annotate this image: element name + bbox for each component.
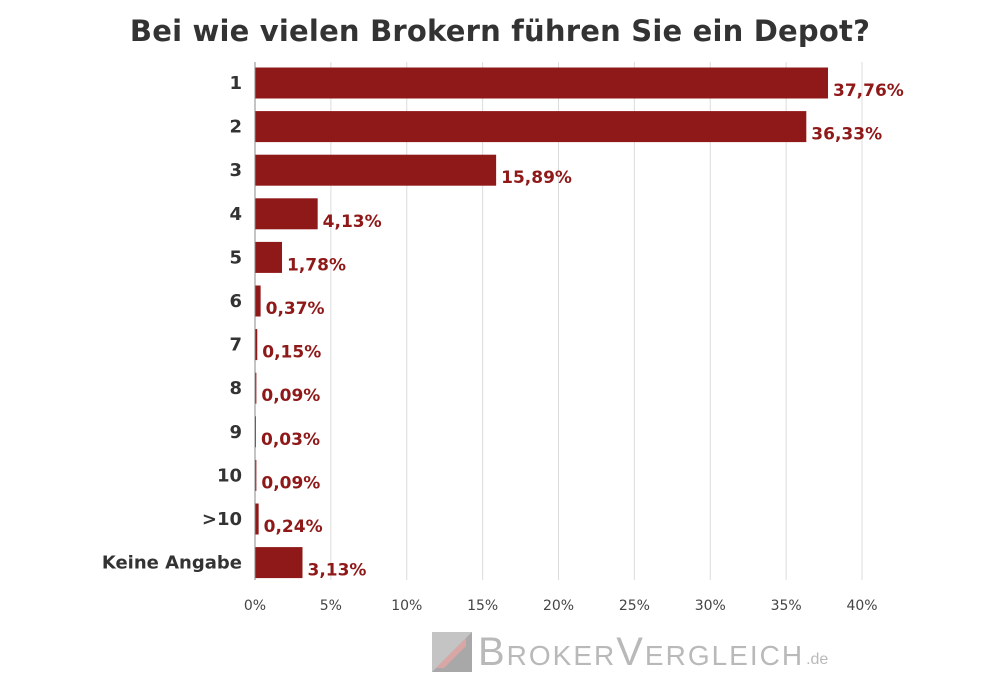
- value-label: 0,37%: [266, 299, 325, 319]
- bar: [255, 111, 807, 143]
- brand-tld: .de: [806, 651, 829, 668]
- category-label: 7: [229, 335, 242, 356]
- x-tick-labels: 0% 5% 10% 15% 20% 25% 30% 35% 40%: [244, 598, 878, 614]
- bar: [255, 67, 829, 99]
- category-label: 1: [229, 73, 242, 94]
- category-label: 6: [229, 291, 242, 312]
- value-label: 4,13%: [323, 212, 382, 232]
- bar: [255, 285, 261, 317]
- x-tick-label: 15%: [467, 598, 498, 614]
- x-tick-label: 30%: [695, 598, 726, 614]
- bar: [255, 503, 259, 535]
- value-label: 1,78%: [287, 255, 346, 275]
- value-label: 37,76%: [833, 81, 904, 101]
- bars: [255, 67, 829, 579]
- category-label: 9: [229, 422, 242, 443]
- value-label: 0,09%: [261, 386, 320, 406]
- category-label: 4: [229, 204, 242, 225]
- category-label: Keine Angabe: [102, 553, 242, 574]
- brand-name: BrokerVergleich: [478, 630, 805, 674]
- x-tick-label: 25%: [619, 598, 650, 614]
- bar: [255, 198, 318, 230]
- bar: [255, 459, 257, 491]
- bar: [255, 241, 283, 273]
- grid-lines: [330, 62, 863, 580]
- chart-title: Bei wie vielen Brokern führen Sie ein De…: [129, 14, 871, 48]
- value-label: 36,33%: [811, 125, 882, 145]
- category-label: 8: [229, 378, 242, 399]
- category-label: 10: [217, 465, 242, 486]
- bar: [255, 372, 257, 404]
- value-label: 15,89%: [501, 168, 572, 188]
- value-label: 3,13%: [307, 561, 366, 581]
- brand-watermark: BrokerVergleich .de: [432, 626, 828, 672]
- category-label: 2: [229, 117, 242, 138]
- category-label: 5: [229, 247, 242, 268]
- value-label: 0,09%: [261, 473, 320, 493]
- bar: [255, 329, 258, 361]
- category-label: >10: [202, 509, 242, 530]
- x-tick-label: 35%: [771, 598, 802, 614]
- brokervergleich-logo-icon: [432, 632, 472, 672]
- value-label: 0,03%: [261, 430, 320, 450]
- value-label: 0,15%: [262, 343, 321, 363]
- value-labels: 37,76% 36,33% 15,89% 4,13% 1,78% 0,37% 0,15% 0,…: [261, 81, 904, 581]
- bar: [255, 547, 303, 579]
- value-label: 0,24%: [264, 517, 323, 537]
- x-tick-label: 0%: [244, 598, 266, 614]
- x-tick-label: 5%: [320, 598, 342, 614]
- x-tick-label: 40%: [846, 598, 877, 614]
- x-tick-label: 10%: [391, 598, 422, 614]
- x-tick-label: 20%: [543, 598, 574, 614]
- bar: [255, 154, 497, 186]
- category-labels: 1 2 3 4 5 6 7 8 9 10 >10 Keine Angabe: [102, 73, 242, 574]
- category-label: 3: [229, 160, 242, 181]
